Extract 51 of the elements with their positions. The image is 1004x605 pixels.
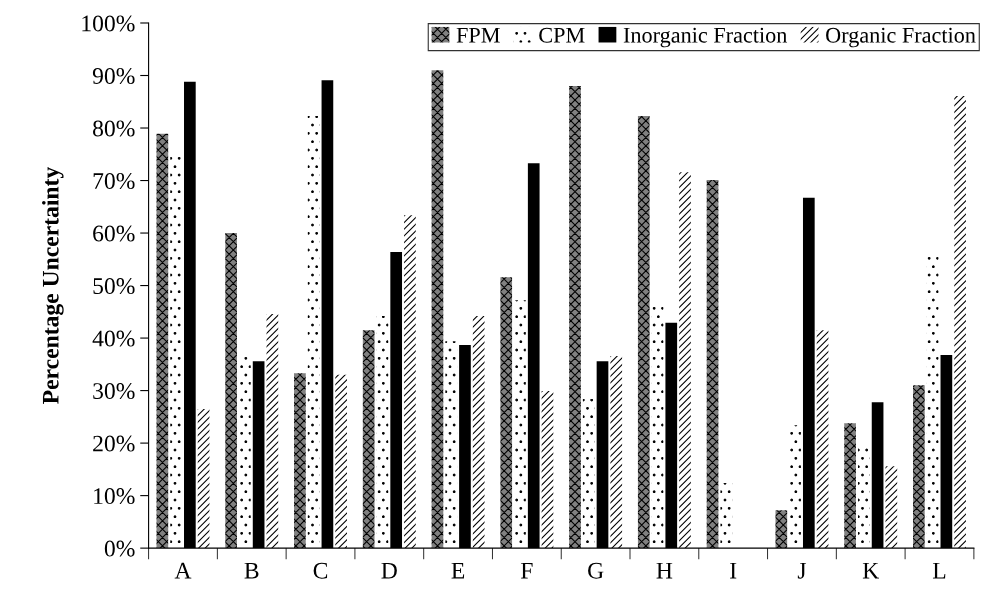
x-tick-label: J — [797, 562, 807, 579]
bar — [225, 233, 237, 549]
x-tick-label: H — [656, 562, 673, 579]
y-tick-label: 40% — [92, 330, 135, 347]
y-axis-title: Percentage Uncertainty — [42, 167, 64, 404]
x-tick-label: L — [932, 562, 946, 579]
bar — [913, 385, 925, 549]
bar — [197, 408, 210, 549]
bar — [844, 423, 856, 549]
y-tick-label: 10% — [94, 488, 135, 505]
bar — [362, 330, 375, 549]
bar — [404, 215, 416, 549]
y-tick-label: 50% — [93, 278, 135, 295]
bar — [775, 510, 788, 549]
bar — [431, 70, 444, 549]
bar — [500, 277, 513, 549]
x-tick-label: I — [730, 562, 737, 579]
x-tick-label: E — [451, 562, 465, 579]
x-tick-label: D — [381, 562, 397, 579]
y-tick-label: 100% — [82, 15, 135, 32]
bar — [569, 86, 581, 549]
legend-label: Inorganic Fraction — [623, 27, 788, 48]
y-tick-label: 70% — [93, 173, 135, 190]
x-tick-label: K — [862, 562, 879, 579]
y-tick-label: 0% — [104, 540, 135, 557]
bar — [679, 172, 691, 549]
bar — [954, 95, 966, 549]
y-tick-label: 20% — [93, 435, 135, 452]
bar — [706, 180, 719, 549]
bar — [335, 374, 347, 549]
x-tick-label: C — [313, 562, 328, 579]
bar — [885, 466, 898, 549]
y-tick-label: 80% — [93, 120, 135, 137]
bar — [541, 391, 554, 549]
legend-label: Organic Fraction — [826, 27, 976, 48]
x-tick-label: B — [244, 562, 259, 579]
x-tick-label: A — [174, 562, 192, 579]
y-tick-label: 30% — [93, 383, 135, 400]
bar — [610, 355, 623, 549]
legend-label: FPM — [456, 27, 500, 43]
bar — [266, 313, 279, 549]
y-tick-label: 90% — [92, 67, 135, 85]
bar — [294, 373, 306, 549]
legend-label: CPM — [539, 27, 585, 43]
y-tick-label: 60% — [93, 225, 135, 242]
bar — [637, 115, 650, 549]
bar — [816, 330, 829, 549]
x-tick-label: G — [588, 562, 604, 579]
bar — [156, 133, 169, 549]
x-tick-label: F — [520, 562, 533, 579]
bar — [472, 316, 485, 549]
